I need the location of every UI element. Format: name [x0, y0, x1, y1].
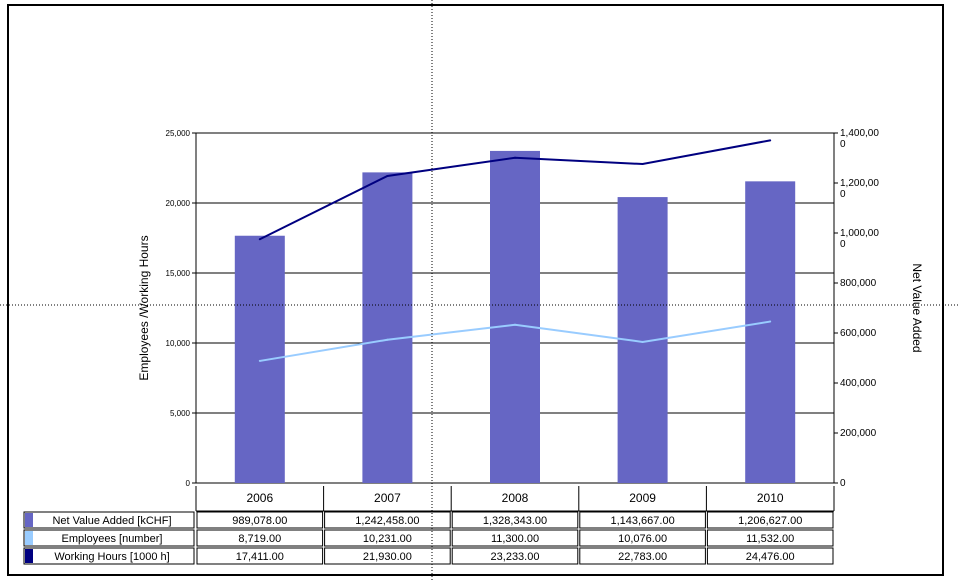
table-cell: [324, 547, 451, 565]
table-cell: [196, 511, 324, 529]
point-2007: [386, 174, 389, 177]
data-label: 23,233.00: [491, 551, 540, 563]
point-2009: [641, 340, 644, 343]
right-axis-ticks: 0 200,000 400,000 600,000 800,000 1,000,00 0 1,…: [834, 128, 879, 489]
data-label: 1,242,458.00: [355, 515, 419, 527]
data-label: 1,328,343.00: [483, 515, 547, 527]
line-series: [258, 139, 772, 362]
data-label: 22,783.00: [618, 551, 667, 563]
point-2008: [514, 156, 516, 159]
data-label: 24,476.00: [746, 551, 795, 563]
table-cell: [706, 529, 834, 547]
table-cell: [579, 547, 706, 565]
bar-2010: [745, 181, 796, 483]
y-tick-label: 25,000: [166, 129, 191, 138]
table-cell: [579, 511, 706, 529]
bar-series: [234, 150, 796, 483]
legend-cell: [23, 511, 195, 529]
legend-entry: Working Hours [1000 h]: [54, 551, 169, 563]
table-cell: [196, 547, 324, 565]
point-2007: [386, 338, 389, 341]
table-cell: [451, 547, 579, 565]
legend-cell: [23, 547, 195, 565]
category-label: 2006: [246, 491, 273, 505]
y2-tick-label: 400,000: [840, 378, 877, 389]
table-cell: [451, 511, 579, 529]
legend-swatch: [25, 513, 33, 527]
data-table: 2006 2007 2008 2009 2010 Net Value Added [kCH…: [23, 486, 835, 565]
y-tick-label: 20,000: [166, 199, 191, 208]
data-label: 21,930.00: [363, 551, 412, 563]
table-cell: [706, 511, 834, 529]
y-tick-label: 0: [186, 479, 191, 488]
table-cell: [324, 529, 451, 547]
point-2006: [258, 359, 261, 362]
bar-2007: [362, 172, 413, 483]
y2-tick-label: 600,000: [840, 328, 877, 339]
y2-tick-label: 1,400,00 0: [840, 128, 879, 150]
table-cell: [324, 511, 451, 529]
data-label: 10,076.00: [618, 533, 667, 545]
bar-2006: [234, 235, 285, 483]
data-label: 1,143,667.00: [610, 515, 674, 527]
point-2010: [769, 320, 772, 323]
point-2010: [769, 139, 772, 142]
data-label: 989,078.00: [232, 515, 287, 527]
y2-axis-label: Net Value Added: [910, 263, 924, 352]
legend-entry: Net Value Added [kCHF]: [52, 515, 171, 527]
bar-2008: [490, 150, 540, 483]
data-label: 8,719.00: [238, 533, 281, 545]
category-label: 2008: [502, 491, 529, 505]
y2-tick-label: 800,000: [840, 278, 877, 289]
category-label: 2007: [374, 491, 401, 505]
y2-tick-label: 1,200,00 0: [840, 178, 879, 200]
data-label: 17,411.00: [236, 551, 284, 563]
y2-tick-label: 0: [840, 478, 846, 489]
table-cell: [196, 529, 324, 547]
point-2008: [514, 323, 516, 326]
y-tick-label: 15,000: [166, 269, 191, 278]
y-tick-label: 10,000: [166, 339, 191, 348]
y-tick-label: 5,000: [170, 409, 191, 418]
point-2009: [641, 163, 644, 166]
data-label: 11,300.00: [491, 533, 539, 545]
legend-entry: Employees [number]: [62, 533, 163, 545]
category-label: 2009: [629, 491, 656, 505]
legend-cell: [23, 529, 195, 547]
legend-swatch: [25, 531, 33, 545]
y2-tick-label: 1,000,00 0: [840, 228, 879, 250]
data-label: 1,206,627.00: [738, 515, 802, 527]
data-label: 10,231.00: [363, 533, 412, 545]
legend-swatch: [25, 549, 33, 563]
left-axis-ticks: 0 5,000 10,000 15,000 20,000 25,000: [166, 129, 196, 488]
y-axis-label: Employees /Working Hours: [137, 235, 151, 380]
table-cell: [706, 547, 834, 565]
data-label: 11,532.00: [746, 533, 794, 545]
point-2006: [258, 238, 261, 241]
y2-tick-label: 200,000: [840, 428, 877, 439]
table-cell: [579, 529, 706, 547]
table-cell: [451, 529, 579, 547]
category-label: 2010: [757, 491, 784, 505]
